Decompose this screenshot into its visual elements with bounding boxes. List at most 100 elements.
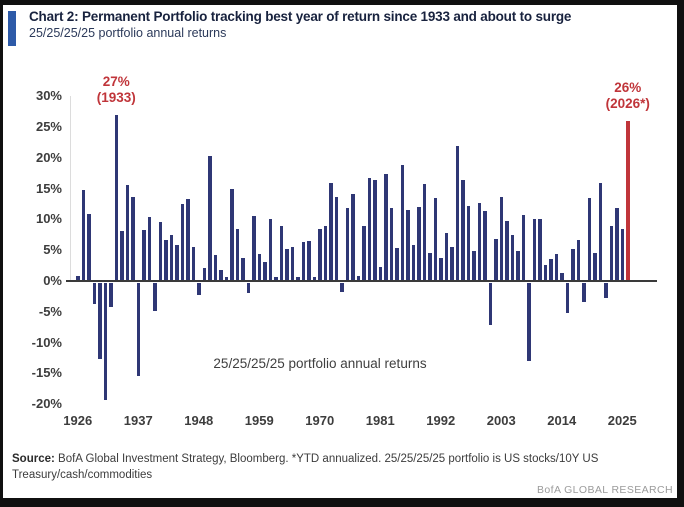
bar-1944 [175, 245, 179, 281]
bar-1933 [114, 114, 118, 281]
bar-2023 [609, 226, 613, 281]
annotation-2026: 26% (2026*) [573, 80, 683, 112]
bar-2003 [499, 196, 503, 281]
bar-2007 [521, 215, 525, 281]
bar-1966 [296, 276, 300, 281]
bar-1950 [208, 155, 212, 281]
bar-1968 [307, 240, 311, 281]
bar-2006 [516, 251, 520, 281]
bar-2000 [483, 210, 487, 281]
bar-1978 [362, 226, 366, 281]
x-axis-tick-label: 1926 [63, 413, 93, 428]
bar-1953 [224, 276, 228, 281]
bar-1984 [395, 247, 399, 281]
bar-2014 [560, 272, 564, 281]
y-axis-tick-label: 15% [35, 180, 62, 196]
bar-2018 [582, 283, 586, 303]
bar-1999 [477, 203, 481, 281]
chart-subtitle: 25/25/25/25 portfolio annual returns [29, 26, 227, 40]
y-axis-tick-label: 30% [35, 88, 62, 104]
x-axis-tick-label: 2003 [486, 413, 516, 428]
bar-2026 [626, 120, 630, 281]
bar-1998 [472, 251, 476, 281]
bofa-global-research-brandmark: BofA GLOBAL RESEARCH [537, 484, 673, 496]
bar-1952 [219, 269, 223, 281]
x-axis-tick-label: 2014 [547, 413, 577, 428]
bar-1942 [164, 239, 168, 281]
bar-1928 [87, 214, 91, 281]
bar-1982 [384, 174, 388, 281]
bar-1970 [318, 228, 322, 281]
bar-2009 [532, 218, 536, 281]
y-axis-line [70, 96, 71, 281]
y-axis-tick-label: 20% [35, 149, 62, 165]
bar-1979 [367, 177, 371, 281]
bar-1995 [455, 146, 459, 281]
bar-1945 [180, 204, 184, 281]
bar-1994 [450, 247, 454, 281]
bar-2021 [598, 183, 602, 281]
bar-1943 [169, 234, 173, 281]
y-axis-tick-label: 5% [43, 242, 62, 258]
bar-1946 [186, 199, 190, 281]
bar-1996 [461, 179, 465, 281]
bar-1991 [433, 197, 437, 281]
bar-1927 [81, 189, 85, 281]
bar-2005 [510, 235, 514, 281]
bar-2019 [587, 197, 591, 281]
y-axis-tick-label: -5% [38, 303, 62, 319]
bar-2013 [554, 253, 558, 281]
bar-1936 [131, 197, 135, 281]
bar-1948 [197, 283, 201, 295]
bar-1977 [356, 276, 360, 281]
bar-1969 [312, 277, 316, 281]
x-axis-tick-label: 1959 [244, 413, 274, 428]
bar-2024 [615, 207, 619, 281]
bar-2011 [543, 264, 547, 281]
bar-1962 [274, 276, 278, 281]
bar-2004 [505, 221, 509, 281]
bar-1981 [378, 267, 382, 281]
bar-1986 [406, 210, 410, 281]
bar-1947 [191, 246, 195, 281]
bar-1976 [351, 194, 355, 281]
bar-1954 [230, 188, 234, 281]
bar-1958 [252, 216, 256, 281]
bar-1926 [76, 276, 80, 281]
bar-1983 [389, 207, 393, 281]
bar-1973 [334, 196, 338, 281]
bar-1988 [417, 207, 421, 281]
bar-1934 [120, 231, 124, 281]
y-axis-tick-label: 25% [35, 119, 62, 134]
bar-1980 [373, 179, 377, 281]
x-axis-tick-label: 1948 [184, 413, 214, 428]
bar-1975 [345, 208, 349, 281]
bar-1971 [323, 226, 327, 281]
bar-2025 [620, 229, 624, 281]
bar-1972 [329, 183, 333, 281]
bar-1935 [125, 184, 129, 281]
bar-1990 [428, 253, 432, 281]
chart-title: Chart 2: Permanent Portfolio tracking be… [29, 9, 572, 24]
bar-1985 [400, 165, 404, 281]
bar-1961 [268, 219, 272, 281]
bar-2017 [576, 240, 580, 281]
bar-1929 [92, 283, 96, 304]
y-axis-tick-label: 0% [43, 273, 62, 288]
bar-1932 [109, 283, 113, 308]
source-label: Source: [12, 453, 55, 465]
bar-1997 [466, 206, 470, 281]
bar-1941 [158, 221, 162, 281]
bar-2020 [593, 252, 597, 281]
x-axis-tick-label: 2025 [607, 413, 637, 428]
bar-1931 [103, 283, 107, 401]
bar-2015 [565, 283, 569, 313]
bar-1959 [257, 253, 261, 281]
y-axis-tick-label: -15% [31, 365, 62, 381]
bar-1989 [422, 183, 426, 281]
bar-1965 [290, 246, 294, 281]
bar-1955 [235, 229, 239, 281]
bar-1964 [285, 248, 289, 281]
bar-1951 [213, 254, 217, 281]
